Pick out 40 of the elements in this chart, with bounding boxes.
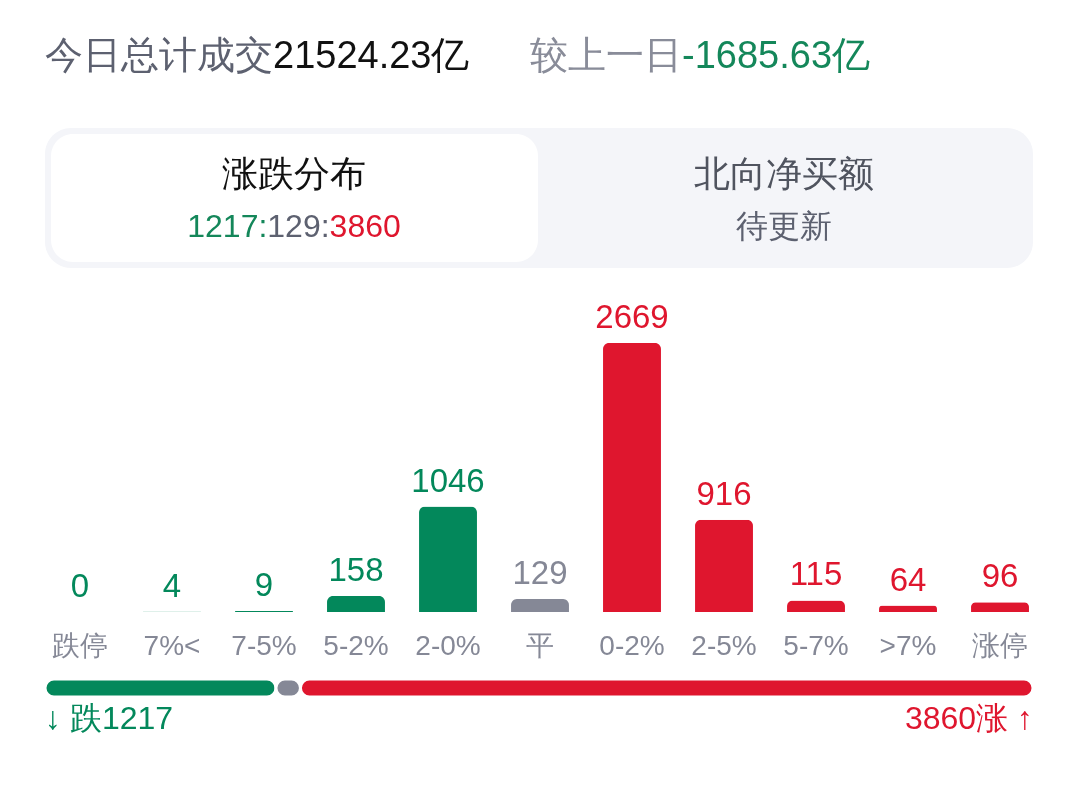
data-label: 3860涨 ↑ <box>904 700 1033 736</box>
x-tick-label: 7-5% <box>231 629 297 661</box>
bar <box>603 343 661 612</box>
bar <box>419 506 477 612</box>
data-label: ↓ 跌1217 <box>45 700 174 736</box>
bar <box>695 519 753 612</box>
text: 21524.23亿 <box>273 34 470 76</box>
text: 129: <box>267 208 330 244</box>
text: -1685.63亿 <box>682 34 871 76</box>
data-label: 916 <box>696 474 752 512</box>
data-label: 129 <box>512 554 568 591</box>
data-label: 1046 <box>411 461 485 499</box>
x-tick-label: 跌停 <box>52 629 108 661</box>
text: 今日总计成交 <box>45 34 273 76</box>
text: 涨跌分布 <box>222 153 366 194</box>
x-tick-label: 5-7% <box>783 629 849 661</box>
bar <box>511 599 569 612</box>
bar <box>787 600 845 612</box>
text: 待更新 <box>736 208 832 244</box>
data-label: 158 <box>328 551 384 589</box>
data-label: 64 <box>889 560 927 598</box>
text: 较上一日 <box>530 34 682 76</box>
data-label: 96 <box>981 557 1019 595</box>
data-label: 2669 <box>595 298 669 335</box>
text: 3860 <box>329 208 401 244</box>
text: 北向净买额 <box>694 153 874 194</box>
bar <box>327 596 385 612</box>
x-tick-label: 5-2% <box>323 629 389 661</box>
x-tick-label: 7%< <box>143 629 201 661</box>
data-label: 4 <box>162 566 182 604</box>
data-label: 9 <box>254 566 274 604</box>
text: 1217: <box>187 208 268 244</box>
data-label: 0 <box>70 567 90 604</box>
x-tick-label: 2-0% <box>415 629 481 661</box>
x-tick-label: 2-5% <box>691 629 757 661</box>
x-tick-label: >7% <box>879 629 937 661</box>
x-tick-label: 0-2% <box>599 629 665 661</box>
x-tick-label: 涨停 <box>972 629 1028 661</box>
data-label: 115 <box>789 555 843 593</box>
x-tick-label: 平 <box>526 629 554 661</box>
